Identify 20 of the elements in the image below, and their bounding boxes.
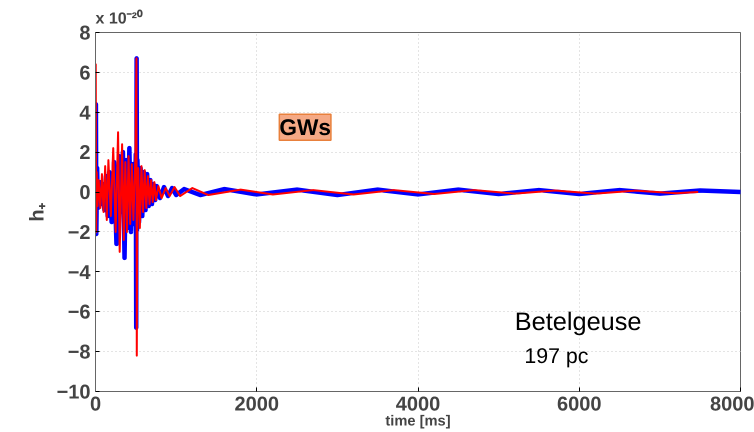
x-axis-title: time [ms] [385, 414, 451, 430]
annotation: GWs [279, 114, 331, 140]
y-tick-label: −4 [68, 262, 92, 284]
y-tick-label: −10 [56, 382, 91, 404]
text: x 10⁻²⁰ [96, 10, 143, 28]
x-tick-label: 8000 [710, 394, 754, 416]
y-axis-title: h₊ [26, 202, 49, 222]
x-tick-label: 6000 [557, 394, 602, 416]
y-tick-label: −6 [68, 302, 91, 324]
x-tick-label: 4000 [396, 394, 440, 416]
annotation: 197 pc [524, 344, 589, 368]
y-tick-label: 0 [79, 182, 90, 204]
y-tick-label: 6 [79, 62, 90, 84]
y-tick-label: 2 [79, 142, 90, 164]
x-tick-label: 2000 [234, 394, 280, 416]
y-tick-label: −2 [68, 222, 91, 244]
y-tick-label: −8 [68, 342, 91, 364]
y-tick-label: 4 [79, 102, 92, 124]
y-tick-label: 8 [79, 22, 90, 44]
annotation: Betelgeuse [514, 308, 642, 336]
